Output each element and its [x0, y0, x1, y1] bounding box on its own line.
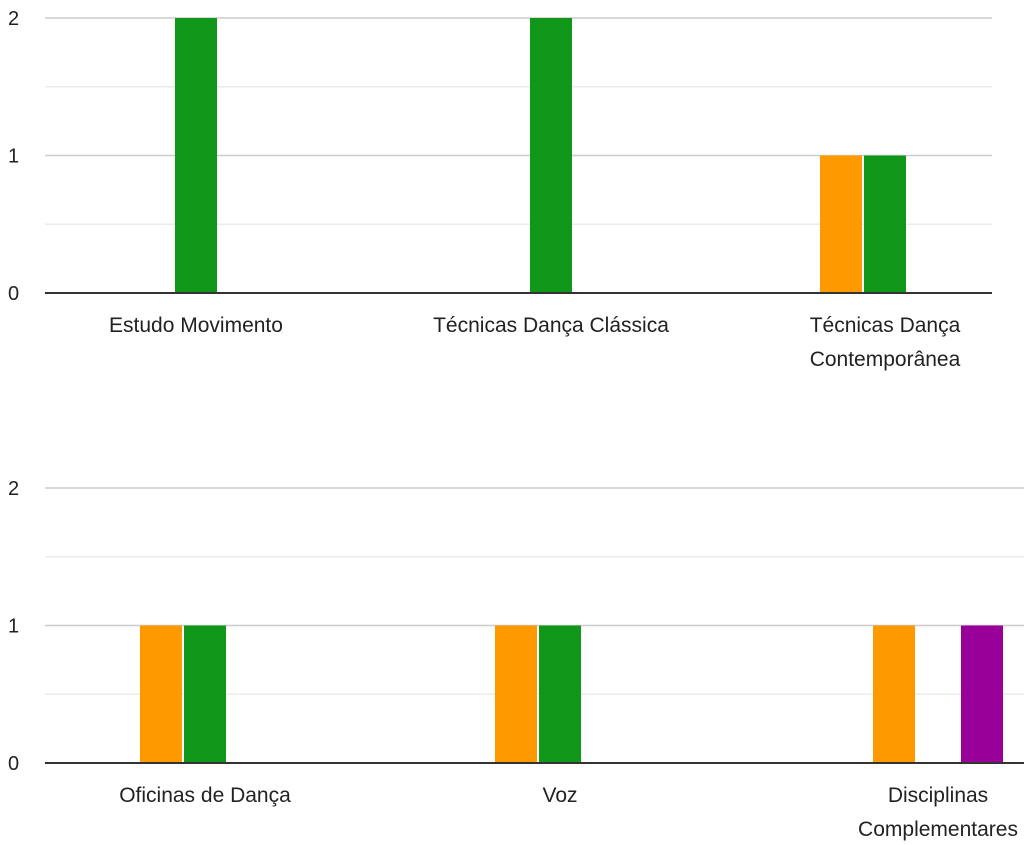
bar — [530, 18, 572, 293]
bar — [495, 625, 537, 763]
bar — [184, 625, 226, 763]
chart-panel: 0 1 2 Estudo Movimento Técnicas Dança Clássi… — [8, 8, 992, 371]
bar — [820, 155, 862, 293]
y-tick-label: 1 — [8, 146, 19, 168]
y-tick-label: 2 — [8, 8, 19, 30]
bar — [961, 625, 1003, 763]
category-label: Técnicas Dança Clássica — [433, 314, 669, 337]
category-label: Contemporânea — [810, 348, 961, 371]
category-label: Complementares — [858, 818, 1018, 841]
bar — [873, 625, 915, 763]
category-label: Técnicas Dança — [810, 314, 961, 337]
bar — [175, 18, 217, 293]
category-label: Voz — [542, 784, 577, 807]
chart-panel: 0 1 2 Oficinas de Dança Voz Disciplinas Comple… — [8, 478, 1024, 841]
category-label: Disciplinas — [888, 784, 988, 807]
y-tick-label: 0 — [8, 283, 19, 305]
bar — [539, 625, 581, 763]
bar — [864, 155, 906, 293]
y-tick-label: 2 — [8, 478, 19, 500]
bar — [140, 625, 182, 763]
category-label: Estudo Movimento — [109, 314, 283, 337]
category-label: Oficinas de Dança — [119, 784, 291, 807]
y-tick-label: 0 — [8, 753, 19, 775]
y-tick-label: 1 — [8, 616, 19, 638]
